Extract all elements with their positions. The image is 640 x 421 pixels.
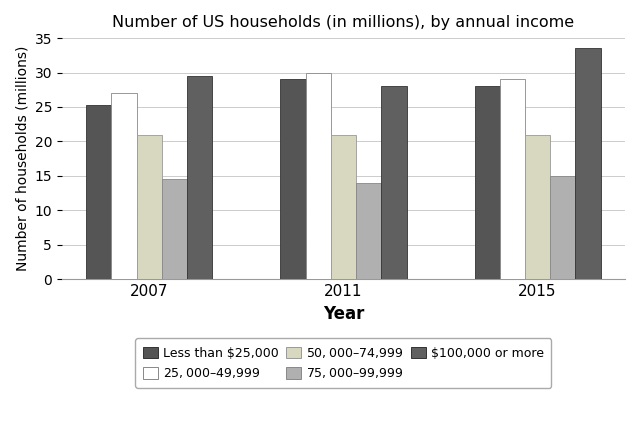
Bar [525,135,550,279]
Bar [550,176,575,279]
Bar [474,86,500,279]
Bar [356,183,381,279]
Legend: Less than $25,000, $25,000–$49,999, $50,000–$74,999, $75,000–$99,999, $100,000 o: Less than $25,000, $25,000–$49,999, $50,… [136,338,552,388]
Bar [305,72,331,279]
Bar [575,48,601,279]
Title: Number of US households (in millions), by annual income: Number of US households (in millions), b… [113,15,575,30]
Bar [187,76,212,279]
Bar [137,135,162,279]
Bar [381,86,406,279]
Bar [500,80,525,279]
Bar [111,93,137,279]
Y-axis label: Number of households (millions): Number of households (millions) [15,46,29,271]
Bar [331,135,356,279]
X-axis label: Year: Year [323,305,364,322]
Bar [86,105,111,279]
Bar [162,179,187,279]
Bar [280,80,305,279]
